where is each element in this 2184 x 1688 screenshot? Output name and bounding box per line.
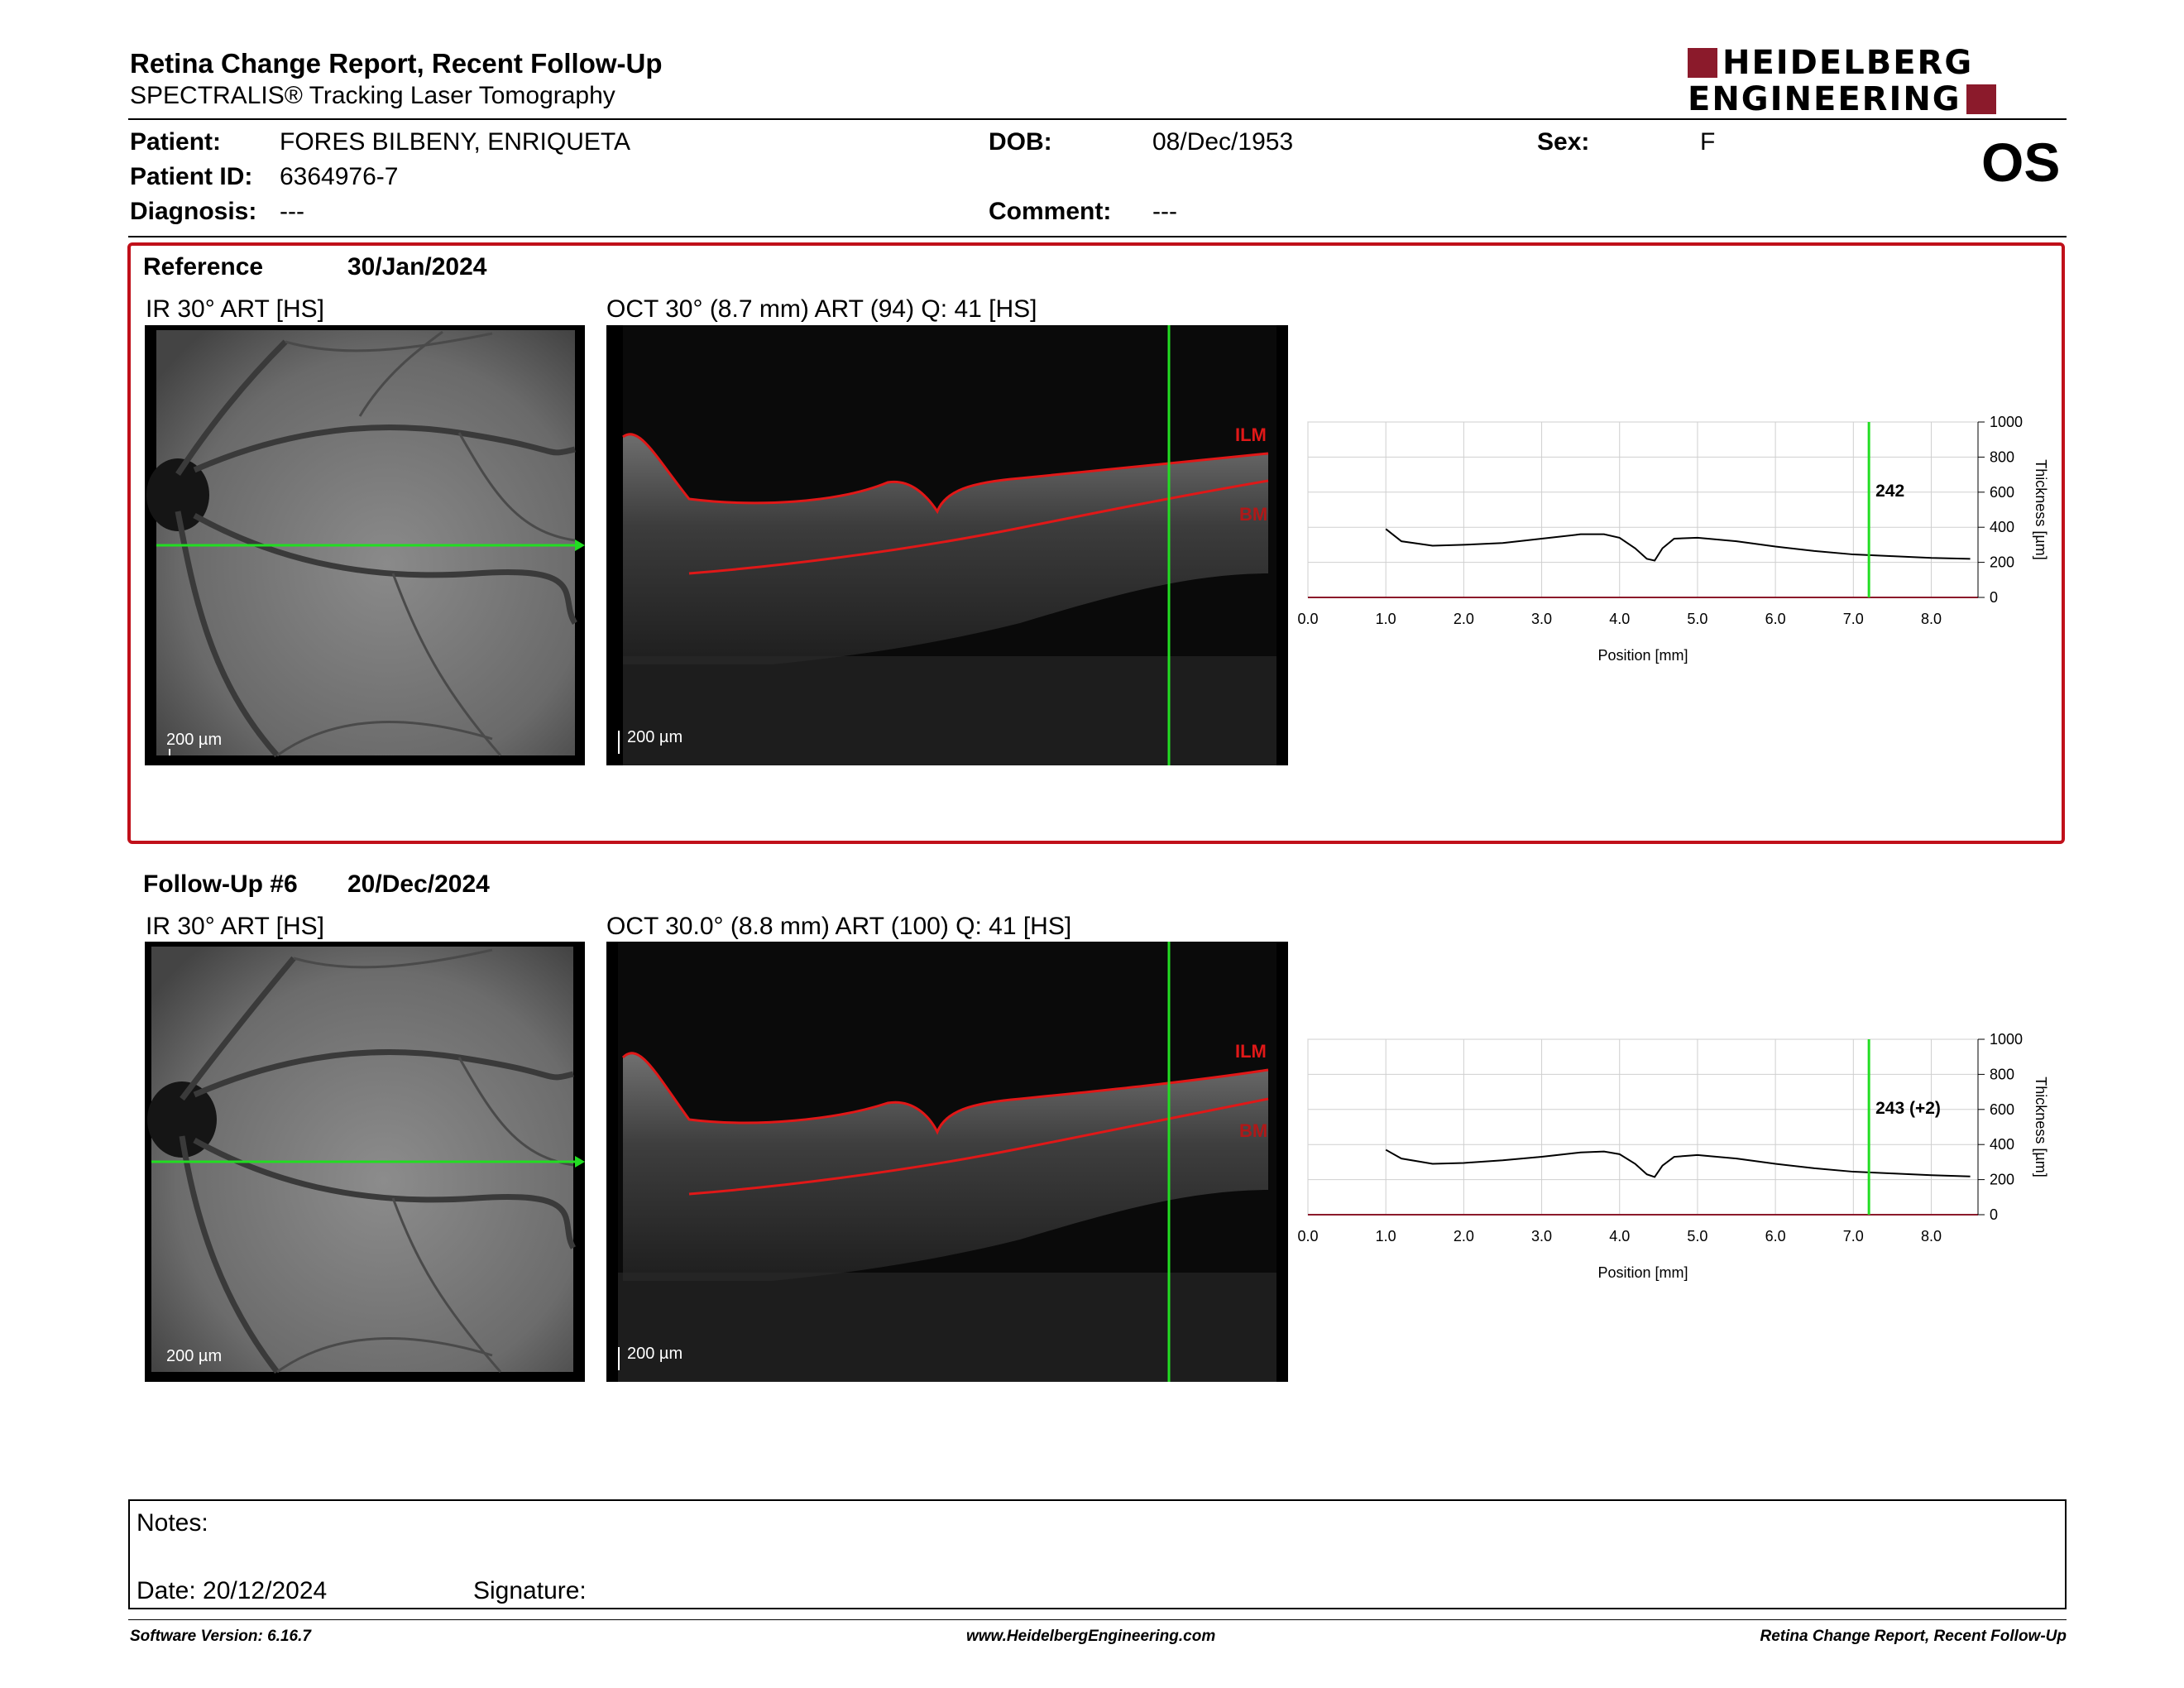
followup-oct-scalebar: 200 µm — [627, 1345, 683, 1363]
x-tick-label: 8.0 — [1921, 611, 1942, 627]
footer-website: www.HeidelbergEngineering.com — [966, 1628, 1216, 1645]
reference-ir-fundus-image[interactable]: 200 µm — [145, 325, 585, 765]
signature-label: Signature: — [473, 1577, 587, 1604]
notes-label: Notes: — [136, 1509, 208, 1537]
reference-ilm-label: ILM — [1235, 424, 1267, 445]
y-tick-label: 0 — [1990, 1206, 1998, 1223]
footer-divider — [128, 1619, 2067, 1620]
date-label: Date: 20/12/2024 — [136, 1577, 328, 1604]
followup-ir-scalebar: 200 µm — [166, 1347, 223, 1365]
reference-date: 30/Jan/2024 — [347, 253, 487, 281]
cursor-value-label: 243 (+2) — [1875, 1099, 1941, 1118]
x-tick-label: 2.0 — [1454, 1228, 1474, 1244]
logo-line1: HEIDELBERG — [1722, 44, 1974, 82]
x-tick-label: 3.0 — [1531, 1228, 1552, 1244]
eye-laterality: OS — [1981, 132, 2061, 193]
thickness-series-line — [1385, 528, 1971, 562]
reference-ir-label: IR 30° ART [HS] — [146, 295, 324, 323]
reference-oct-label: OCT 30° (8.7 mm) ART (94) Q: 41 [HS] — [606, 295, 1037, 323]
x-tick-label: 1.0 — [1376, 1228, 1396, 1244]
header-divider — [128, 118, 2067, 120]
sex-label: Sex: — [1537, 128, 1590, 156]
dob-label: DOB: — [989, 128, 1052, 156]
x-tick-label: 4.0 — [1609, 611, 1630, 627]
logo-square-icon — [1688, 48, 1717, 78]
reference-thickness-chart: 0.0 1.0 2.0 3.0 4.0 5.0 6.0 7.0 8.0 0 200 400 600 800… — [1295, 405, 2072, 679]
y-tick-label: 800 — [1990, 1066, 2014, 1082]
y-tick-label: 200 — [1990, 1172, 2014, 1188]
x-tick-label: 4.0 — [1609, 1228, 1630, 1244]
y-tick-label: 600 — [1990, 484, 2014, 501]
patient-id-label: Patient ID: — [130, 163, 253, 190]
x-axis-label: Position [mm] — [1597, 647, 1688, 664]
y-tick-label: 200 — [1990, 554, 2014, 571]
x-tick-label: 3.0 — [1531, 611, 1552, 627]
y-tick-label: 0 — [1990, 589, 1998, 606]
chart-plot-area — [1307, 421, 1979, 598]
chart-plot-area — [1307, 1038, 1979, 1216]
followup-oct-bscan-image[interactable]: ILM BM 200 µm — [606, 942, 1288, 1382]
y-tick-label: 400 — [1990, 519, 2014, 535]
y-tick-label: 1000 — [1990, 414, 2023, 430]
x-tick-label: 1.0 — [1376, 611, 1396, 627]
x-tick-label: 5.0 — [1687, 1228, 1707, 1244]
report-subtitle: SPECTRALIS® Tracking Laser Tomography — [130, 82, 615, 109]
x-tick-label: 8.0 — [1921, 1228, 1942, 1244]
x-tick-label: 0.0 — [1297, 1228, 1318, 1244]
reference-section-box — [127, 242, 2065, 844]
followup-date: 20/Dec/2024 — [347, 870, 490, 898]
footer-report-name: Retina Change Report, Recent Follow-Up — [1760, 1628, 2067, 1645]
followup-thickness-chart: 0.0 1.0 2.0 3.0 4.0 5.0 6.0 7.0 8.0 0 200 400 600 800… — [1295, 1023, 2072, 1296]
reference-label: Reference — [143, 253, 264, 281]
followup-ilm-label: ILM — [1235, 1041, 1267, 1062]
x-tick-label: 2.0 — [1454, 611, 1474, 627]
x-tick-label: 6.0 — [1765, 1228, 1786, 1244]
logo-square-icon — [1966, 84, 1996, 114]
x-axis-label: Position [mm] — [1597, 1264, 1688, 1281]
patient-id: 6364976-7 — [280, 163, 399, 190]
thickness-series-line — [1385, 1149, 1971, 1178]
y-tick-label: 800 — [1990, 448, 2014, 465]
sex-value: F — [1700, 128, 1716, 156]
x-tick-label: 6.0 — [1765, 611, 1786, 627]
y-axis-label: Thickness [µm] — [2033, 459, 2049, 559]
reference-bm-label: BM — [1239, 504, 1268, 525]
x-tick-label: 7.0 — [1843, 611, 1864, 627]
followup-oct-label: OCT 30.0° (8.8 mm) ART (100) Q: 41 [HS] — [606, 913, 1072, 940]
x-tick-label: 0.0 — [1297, 611, 1318, 627]
followup-bm-label: BM — [1239, 1120, 1268, 1141]
followup-ir-fundus-image[interactable]: 200 µm — [145, 942, 585, 1382]
x-tick-label: 5.0 — [1687, 611, 1707, 627]
diagnosis-value: --- — [280, 198, 304, 225]
dob-value: 08/Dec/1953 — [1152, 128, 1294, 156]
patient-name: FORES BILBENY, ENRIQUETA — [280, 128, 630, 156]
x-tick-label: 7.0 — [1843, 1228, 1864, 1244]
patient-label: Patient: — [130, 128, 222, 156]
footer-software-version: Software Version: 6.16.7 — [130, 1628, 311, 1645]
y-tick-label: 600 — [1990, 1101, 2014, 1118]
followup-ir-label: IR 30° ART [HS] — [146, 913, 324, 940]
logo-line2: ENGINEERING — [1688, 80, 1961, 118]
reference-ir-scalebar: 200 µm — [166, 731, 223, 749]
diagnosis-label: Diagnosis: — [130, 198, 257, 225]
reference-oct-bscan-image[interactable]: ILM BM 200 µm — [606, 325, 1288, 765]
y-tick-label: 400 — [1990, 1136, 2014, 1153]
reference-oct-scalebar: 200 µm — [627, 728, 683, 746]
followup-label: Follow-Up #6 — [143, 870, 298, 898]
y-tick-label: 1000 — [1990, 1031, 2023, 1048]
report-title: Retina Change Report, Recent Follow-Up — [130, 48, 663, 79]
patient-divider — [128, 236, 2067, 237]
y-axis-label: Thickness [µm] — [2033, 1077, 2049, 1177]
comment-value: --- — [1152, 198, 1177, 225]
notes-box[interactable]: Notes: Date: 20/12/2024 Signature: — [128, 1499, 2067, 1609]
comment-label: Comment: — [989, 198, 1112, 225]
cursor-value-label: 242 — [1875, 482, 1904, 501]
